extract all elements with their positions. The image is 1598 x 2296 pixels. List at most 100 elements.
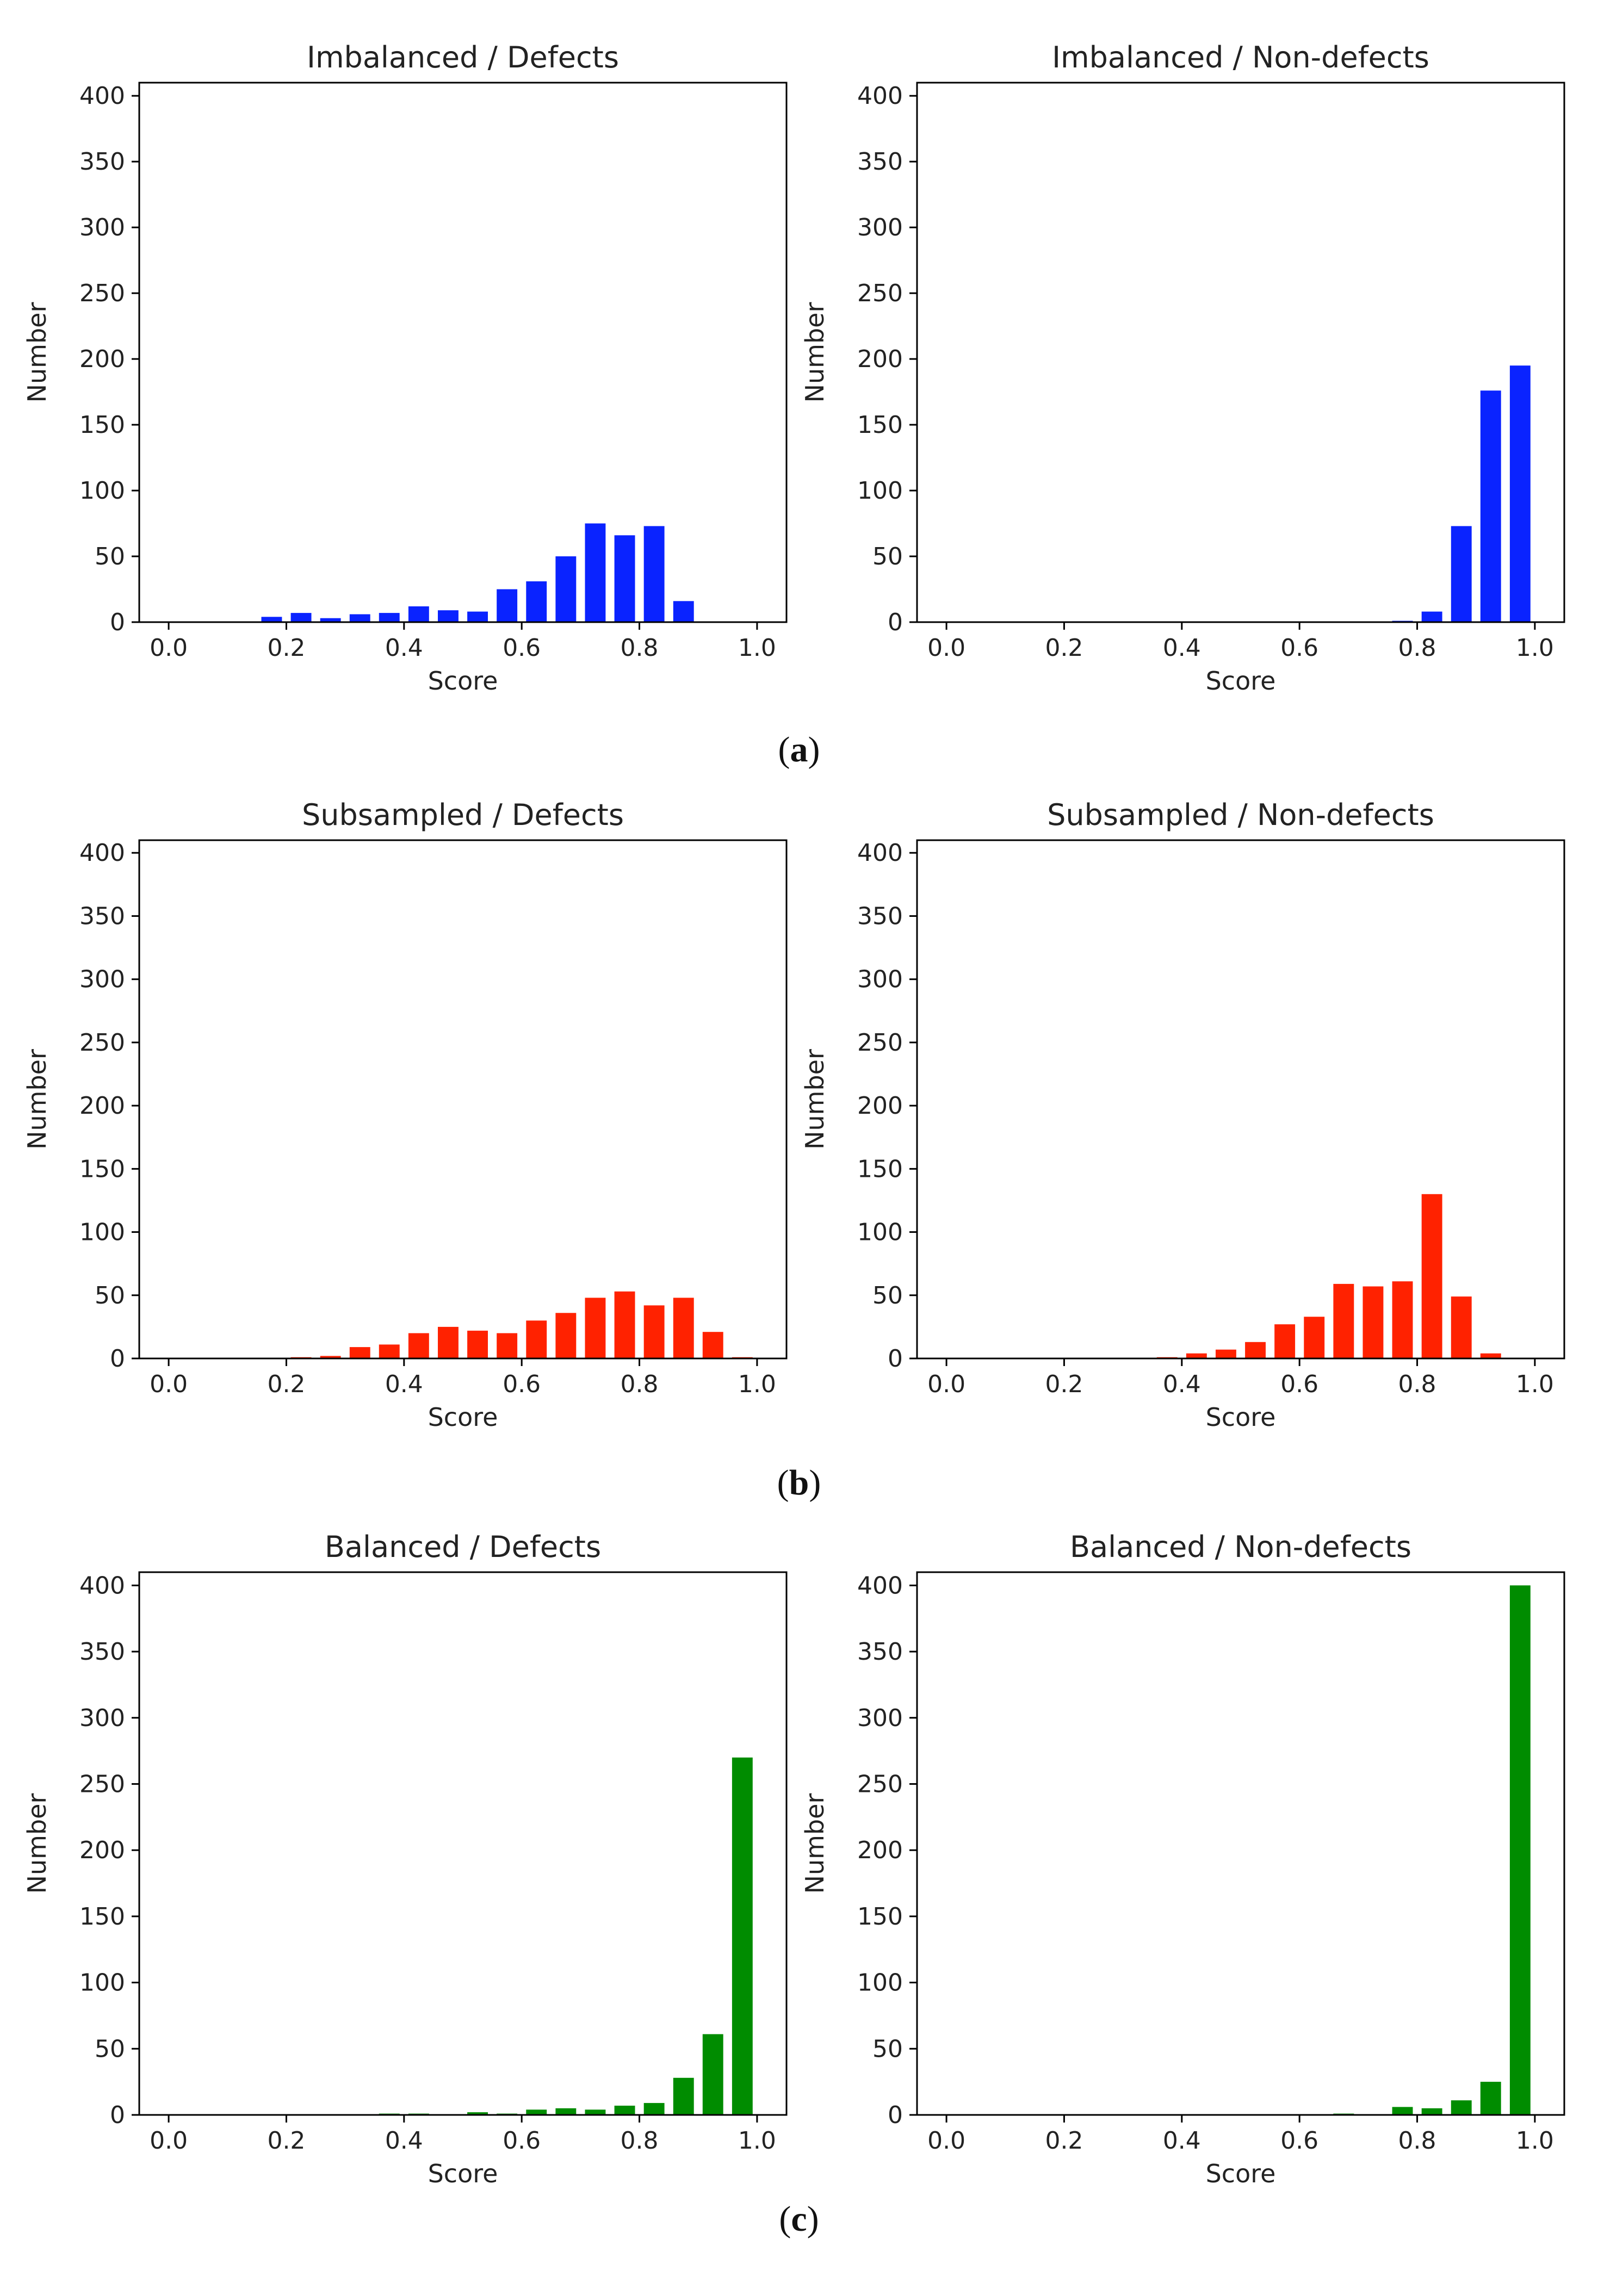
x-tick-label: 0.4 bbox=[385, 634, 423, 662]
x-tick-label: 0.8 bbox=[1398, 2127, 1436, 2155]
y-tick-label: 400 bbox=[857, 82, 903, 110]
y-axis-label: Number bbox=[22, 1794, 52, 1894]
y-axis: 0 50 100 150 200 250 300 350 400 bbox=[79, 1572, 139, 2129]
y-tick-label: 50 bbox=[95, 1282, 125, 1310]
bar bbox=[1421, 611, 1442, 622]
x-tick-label: 0.0 bbox=[927, 1370, 965, 1398]
bar bbox=[673, 601, 694, 622]
chart-imbalanced-nondefects: 0.0 0.2 0.4 0.6 0.8 1.0 0 50 100 150 200 250 300 350 4… bbox=[800, 40, 1565, 696]
x-tick-label: 0.0 bbox=[150, 634, 188, 662]
x-tick-label: 0.8 bbox=[621, 1370, 659, 1398]
bar bbox=[379, 1344, 400, 1358]
bar bbox=[555, 556, 577, 622]
bar bbox=[467, 611, 488, 622]
y-axis: 0 50 100 150 200 250 300 350 400 bbox=[79, 82, 139, 636]
bar bbox=[643, 2103, 665, 2115]
y-tick-label: 200 bbox=[79, 1092, 125, 1120]
x-tick-label: 1.0 bbox=[1516, 1370, 1554, 1398]
bar bbox=[497, 1333, 518, 1358]
y-axis: 0 50 100 150 200 250 300 350 400 bbox=[79, 839, 139, 1373]
y-tick-label: 300 bbox=[79, 214, 125, 241]
x-tick-label: 1.0 bbox=[738, 2127, 776, 2155]
chart-balanced-nondefects: 0.0 0.2 0.4 0.6 0.8 1.0 0 50 100 150 200 250 300 350 4… bbox=[800, 1530, 1565, 2188]
y-axis-label: Number bbox=[22, 302, 52, 403]
bar bbox=[702, 1332, 723, 1358]
bar bbox=[1274, 1324, 1296, 1358]
x-axis-label: Score bbox=[1206, 666, 1276, 696]
x-tick-label: 0.6 bbox=[1280, 634, 1318, 662]
x-tick-label: 0.2 bbox=[267, 2127, 305, 2155]
x-tick-label: 0.8 bbox=[621, 634, 659, 662]
bar bbox=[349, 1347, 370, 1358]
x-tick-label: 0.4 bbox=[385, 2127, 423, 2155]
bar bbox=[1451, 1296, 1472, 1358]
bar bbox=[526, 581, 547, 622]
bar bbox=[555, 1313, 577, 1358]
bar bbox=[1451, 526, 1472, 622]
y-tick-label: 0 bbox=[110, 2101, 125, 2129]
panel-caption-c: (c) bbox=[779, 2199, 819, 2239]
caption-letter-b: b bbox=[789, 1463, 809, 1503]
chart-title: Subsampled / Non-defects bbox=[1047, 798, 1434, 832]
y-tick-label: 50 bbox=[872, 2035, 903, 2063]
bars bbox=[261, 523, 694, 622]
x-tick-label: 0.6 bbox=[1280, 2127, 1318, 2155]
y-tick-label: 200 bbox=[857, 1836, 903, 1864]
bar bbox=[467, 1330, 488, 1358]
y-tick-label: 150 bbox=[79, 1903, 125, 1931]
x-tick-label: 0.8 bbox=[1398, 1370, 1436, 1398]
y-tick-label: 150 bbox=[857, 1903, 903, 1931]
x-tick-label: 0.2 bbox=[1045, 1370, 1083, 1398]
x-tick-label: 1.0 bbox=[738, 634, 776, 662]
y-tick-label: 250 bbox=[857, 1770, 903, 1798]
y-tick-label: 250 bbox=[857, 280, 903, 307]
y-tick-label: 200 bbox=[857, 345, 903, 373]
bars bbox=[290, 1291, 753, 1358]
chart-imbalanced-defects: 0.0 0.2 0.4 0.6 0.8 1.0 0 50 100 150 200 250 300 350 4… bbox=[22, 40, 788, 696]
bar bbox=[1304, 1317, 1325, 1358]
y-tick-label: 100 bbox=[857, 1969, 903, 1997]
y-tick-label: 150 bbox=[857, 411, 903, 439]
y-tick-label: 150 bbox=[857, 1155, 903, 1183]
bars bbox=[1156, 1194, 1501, 1358]
x-axis: 0.0 0.2 0.4 0.6 0.8 1.0 bbox=[927, 622, 1554, 662]
y-tick-label: 150 bbox=[79, 411, 125, 439]
y-tick-label: 0 bbox=[110, 1345, 125, 1373]
x-tick-label: 0.2 bbox=[267, 1370, 305, 1398]
bar bbox=[1480, 390, 1501, 622]
y-tick-label: 300 bbox=[79, 966, 125, 994]
y-tick-label: 50 bbox=[872, 543, 903, 570]
bar bbox=[290, 613, 312, 622]
caption-letter-a: a bbox=[790, 730, 808, 770]
chart-panels: 0.0 0.2 0.4 0.6 0.8 1.0 0 50 100 150 200 250 300 350 4… bbox=[22, 40, 1565, 2188]
x-tick-label: 0.6 bbox=[503, 2127, 541, 2155]
bar bbox=[1245, 1342, 1266, 1358]
y-tick-label: 100 bbox=[857, 477, 903, 505]
bar bbox=[643, 526, 665, 622]
bar bbox=[1392, 1281, 1413, 1358]
x-tick-label: 0.0 bbox=[150, 2127, 188, 2155]
bar bbox=[673, 2077, 694, 2115]
y-tick-label: 400 bbox=[857, 1572, 903, 1599]
x-tick-label: 0.6 bbox=[503, 634, 541, 662]
y-tick-label: 400 bbox=[79, 839, 125, 867]
x-axis: 0.0 0.2 0.4 0.6 0.8 1.0 bbox=[150, 2115, 776, 2155]
bar bbox=[320, 1356, 341, 1358]
x-axis-label: Score bbox=[428, 2159, 498, 2188]
x-tick-label: 0.4 bbox=[1163, 2127, 1201, 2155]
y-tick-label: 350 bbox=[79, 148, 125, 176]
bars bbox=[1392, 365, 1531, 622]
x-tick-label: 0.8 bbox=[621, 2127, 659, 2155]
y-tick-label: 250 bbox=[79, 1770, 125, 1798]
panel-caption-b: (b) bbox=[777, 1463, 821, 1503]
x-axis: 0.0 0.2 0.4 0.6 0.8 1.0 bbox=[150, 1358, 776, 1398]
x-axis: 0.0 0.2 0.4 0.6 0.8 1.0 bbox=[927, 2115, 1554, 2155]
bar bbox=[497, 589, 518, 622]
bar bbox=[585, 2109, 606, 2115]
y-tick-label: 50 bbox=[95, 543, 125, 570]
bar bbox=[614, 1291, 635, 1358]
bar bbox=[408, 606, 429, 622]
bar bbox=[1333, 1283, 1354, 1358]
